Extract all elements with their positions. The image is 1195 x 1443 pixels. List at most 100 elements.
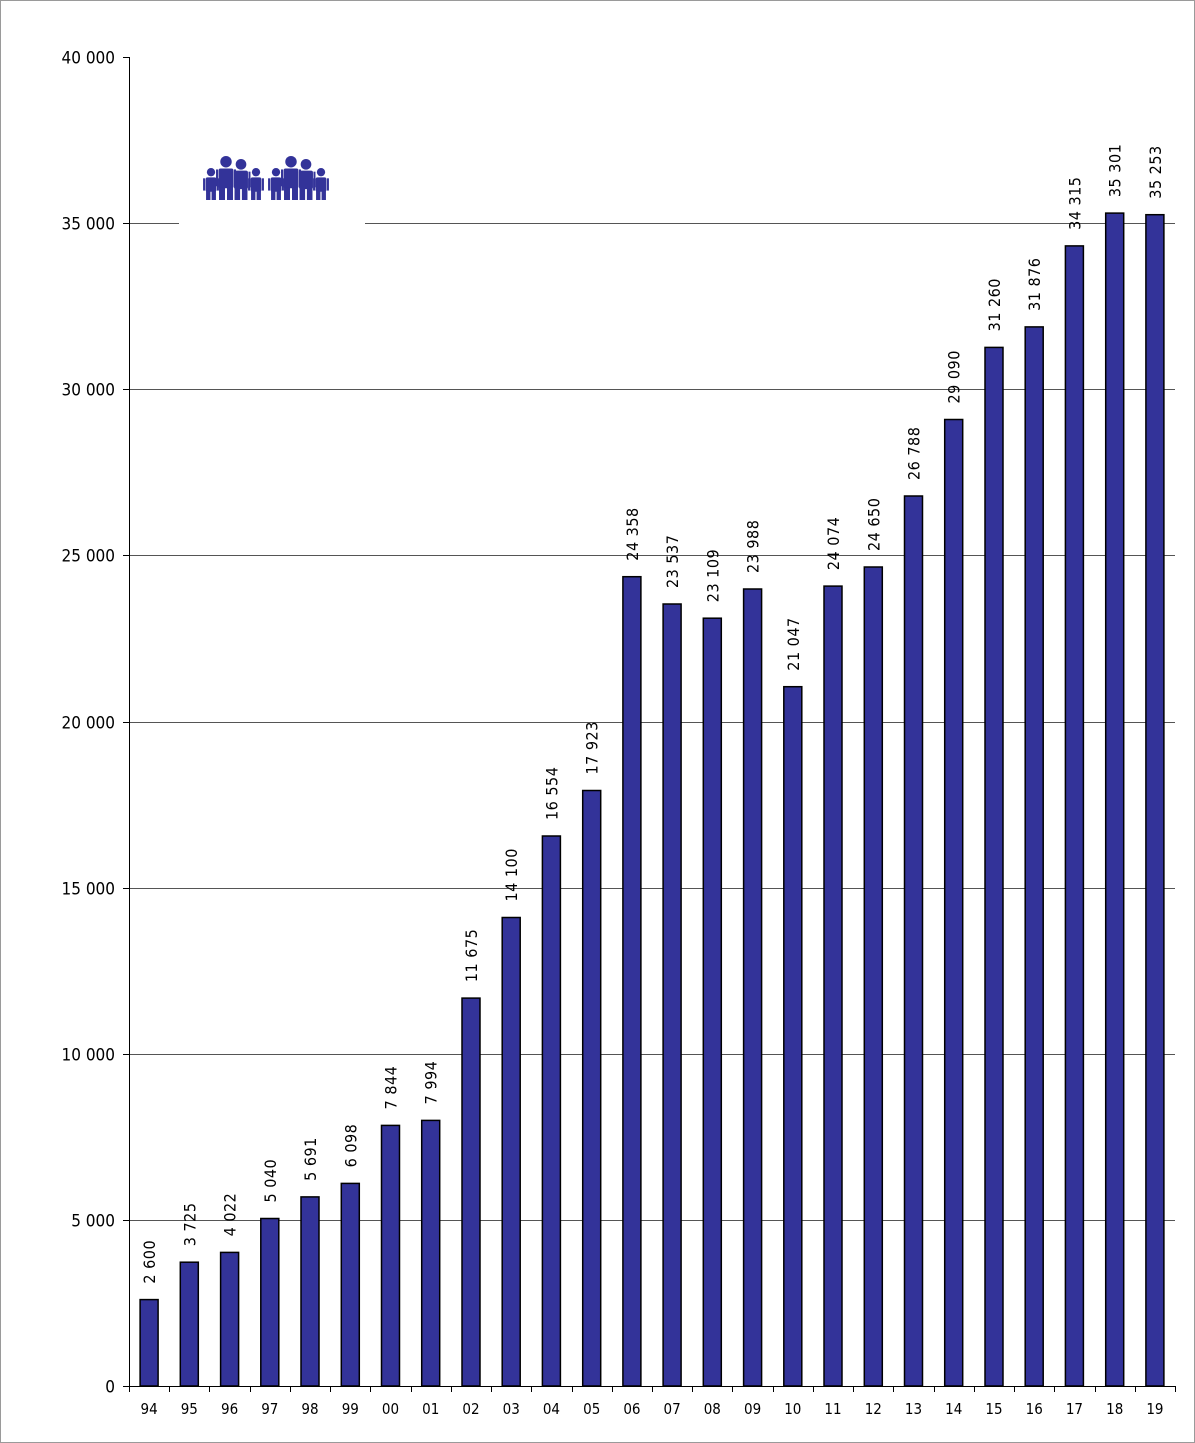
bar (783, 685, 803, 1387)
data-label: 7 844 (382, 1066, 401, 1110)
data-label: 24 074 (824, 517, 843, 570)
x-tick-labels: 94 95 96 97 98 99 00 01 02 03 04 05 06 07 08 09 10 11 12 13… (141, 1400, 1164, 1418)
bar (461, 997, 481, 1387)
y-tick-label: 15 000 (62, 880, 116, 900)
bar (1104, 212, 1125, 1387)
x-tick-label: 14 (945, 1400, 962, 1418)
person-icon (313, 168, 329, 200)
bar (1024, 326, 1044, 1387)
data-label: 24 358 (623, 507, 642, 560)
bars (139, 212, 1165, 1387)
data-label: 11 675 (462, 929, 481, 982)
bar (984, 346, 1004, 1387)
y-tick-label: 40 000 (62, 49, 116, 69)
family-group-icon (203, 156, 329, 200)
x-tick-label: 06 (623, 1400, 640, 1418)
x-tick-label: 95 (181, 1400, 198, 1418)
data-label: 23 109 (703, 549, 722, 602)
x-tick-label: 97 (261, 1400, 278, 1418)
data-label: 17 923 (583, 721, 602, 774)
data-label: 14 100 (502, 848, 521, 901)
x-tick-label: 05 (583, 1400, 600, 1418)
bar (863, 566, 884, 1387)
x-tick-label: 03 (503, 1400, 520, 1418)
x-tick-label: 04 (543, 1400, 560, 1418)
data-label: 4 022 (221, 1193, 240, 1237)
x-tick-label: 08 (704, 1400, 721, 1418)
data-label: 6 098 (341, 1124, 360, 1168)
x-tick-label: 94 (141, 1400, 158, 1418)
bar (742, 588, 763, 1387)
x-tick-label: 12 (865, 1400, 882, 1418)
data-label: 16 554 (542, 767, 561, 820)
bar (541, 835, 562, 1387)
bar (622, 575, 642, 1387)
bar (903, 495, 924, 1387)
data-label: 5 691 (301, 1137, 320, 1181)
data-label: 23 537 (663, 535, 682, 588)
bar (380, 1124, 401, 1387)
x-tick-label: 07 (664, 1400, 681, 1418)
person-icon (216, 156, 236, 200)
x-tick-label: 18 (1106, 1400, 1123, 1418)
bar (581, 789, 602, 1387)
bar (340, 1182, 361, 1387)
x-tick-label: 19 (1146, 1400, 1163, 1418)
x-tick-label: 16 (1026, 1400, 1043, 1418)
bar (662, 603, 682, 1387)
data-labels: 2 600 3 725 4 022 5 040 5 691 6 098 7 844 7 994… (140, 144, 1165, 1284)
data-label: 23 988 (744, 520, 763, 573)
y-tick-label: 35 000 (62, 215, 116, 235)
y-tick-label: 0 (105, 1378, 115, 1398)
x-tick-label: 13 (905, 1400, 922, 1418)
data-label: 35 301 (1106, 144, 1125, 197)
data-label: 21 047 (784, 617, 803, 670)
x-tick-label: 00 (382, 1400, 399, 1418)
bar (823, 585, 843, 1387)
bar (260, 1217, 280, 1387)
data-label: 3 725 (180, 1202, 199, 1246)
data-label: 34 315 (1065, 177, 1084, 230)
x-tick-label: 01 (422, 1400, 439, 1418)
bar (1064, 245, 1085, 1387)
y-tick-labels: 0 5 000 10 000 15 000 20 000 25 000 30 000 35 0… (62, 49, 116, 1398)
legend-area (179, 205, 365, 245)
x-tick-label: 02 (462, 1400, 479, 1418)
bar (300, 1196, 320, 1387)
person-icon (281, 156, 301, 200)
data-label: 31 876 (1025, 258, 1044, 311)
data-label: 26 788 (905, 427, 924, 480)
data-label: 7 994 (422, 1061, 441, 1105)
data-label: 29 090 (945, 350, 964, 403)
bar (501, 916, 521, 1387)
x-tick-label: 11 (824, 1400, 841, 1418)
y-tick-label: 10 000 (62, 1046, 116, 1066)
data-label: 5 040 (261, 1159, 280, 1203)
bar (420, 1119, 441, 1387)
bar (179, 1261, 200, 1387)
data-label: 24 650 (864, 498, 883, 551)
data-label: 31 260 (985, 278, 1004, 331)
bar (702, 617, 723, 1387)
x-tick-label: 09 (744, 1400, 761, 1418)
x-tick-label: 98 (301, 1400, 318, 1418)
data-label: 2 600 (140, 1240, 159, 1284)
x-tick-label: 10 (784, 1400, 801, 1418)
x-tick-label: 17 (1066, 1400, 1083, 1418)
x-tick-label: 99 (342, 1400, 359, 1418)
bar (1145, 213, 1165, 1387)
bar (139, 1298, 159, 1387)
x-tick-label: 96 (221, 1400, 238, 1418)
y-tick-label: 5 000 (71, 1212, 115, 1232)
data-label: 35 253 (1146, 145, 1165, 198)
x-tick-label: 15 (985, 1400, 1002, 1418)
y-tick-label: 20 000 (62, 714, 116, 734)
y-tick-label: 25 000 (62, 547, 116, 567)
bar (943, 418, 964, 1387)
person-icon (203, 168, 219, 200)
person-icon (248, 168, 264, 200)
bar (219, 1251, 240, 1387)
y-tick-label: 30 000 (62, 381, 116, 401)
